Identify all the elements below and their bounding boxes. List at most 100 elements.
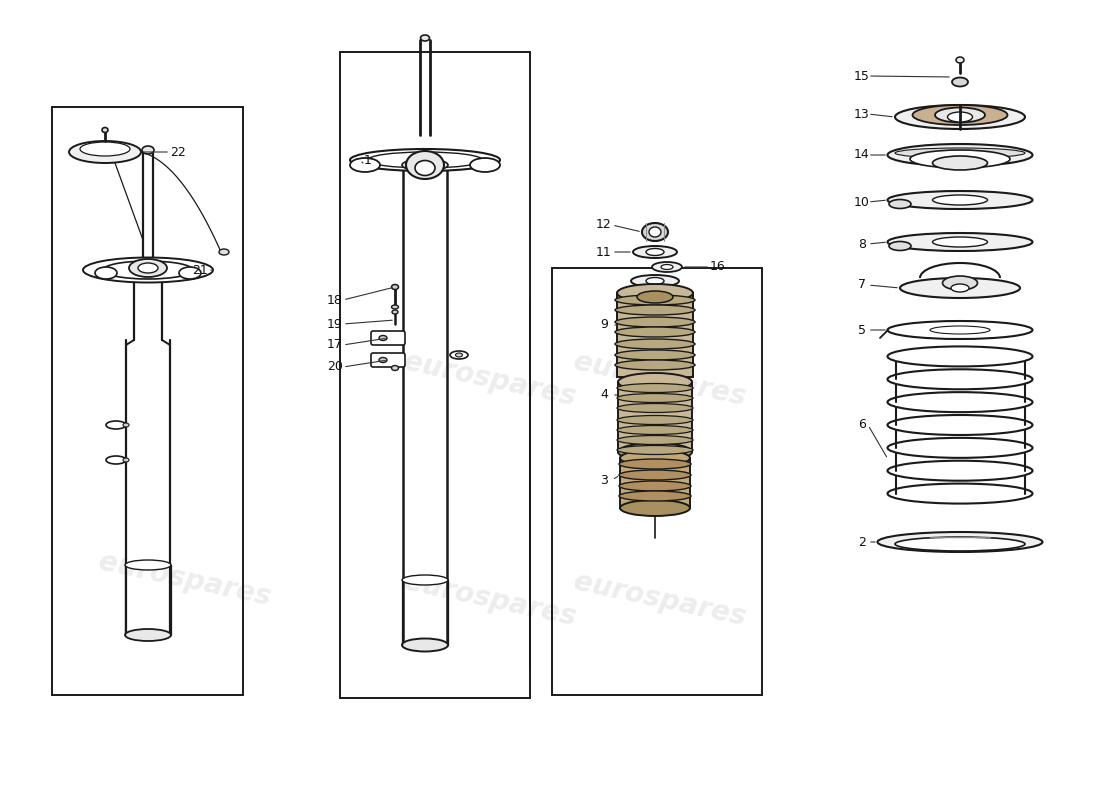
Text: eurospares: eurospares (571, 568, 749, 632)
Ellipse shape (102, 127, 108, 133)
Ellipse shape (888, 438, 1033, 458)
Text: 7: 7 (858, 278, 866, 291)
Ellipse shape (888, 144, 1033, 166)
Ellipse shape (123, 423, 129, 427)
Ellipse shape (646, 249, 664, 255)
Ellipse shape (933, 195, 988, 205)
Ellipse shape (617, 284, 693, 302)
Text: 17: 17 (327, 338, 343, 351)
Text: 10: 10 (854, 195, 870, 209)
Ellipse shape (615, 339, 695, 349)
Ellipse shape (106, 421, 127, 429)
Ellipse shape (420, 35, 429, 41)
Text: 4: 4 (601, 389, 608, 402)
Ellipse shape (615, 317, 695, 327)
Ellipse shape (620, 500, 690, 516)
Ellipse shape (888, 233, 1033, 251)
Ellipse shape (619, 470, 691, 480)
Ellipse shape (406, 151, 444, 179)
Polygon shape (620, 458, 690, 508)
Text: 5: 5 (858, 323, 866, 337)
Ellipse shape (933, 237, 988, 247)
Ellipse shape (392, 305, 398, 309)
Ellipse shape (895, 148, 1025, 158)
Ellipse shape (888, 346, 1033, 366)
Ellipse shape (617, 435, 693, 445)
Ellipse shape (637, 291, 673, 303)
Ellipse shape (415, 161, 434, 175)
Ellipse shape (617, 415, 693, 425)
Text: 19: 19 (327, 318, 343, 330)
FancyBboxPatch shape (371, 331, 405, 345)
Ellipse shape (617, 383, 693, 393)
Ellipse shape (895, 537, 1025, 551)
Ellipse shape (125, 629, 170, 641)
Ellipse shape (895, 105, 1025, 129)
Ellipse shape (103, 261, 192, 279)
Text: 9: 9 (601, 318, 608, 331)
Text: 2: 2 (858, 535, 866, 549)
FancyBboxPatch shape (371, 353, 405, 367)
Ellipse shape (649, 227, 661, 237)
Ellipse shape (888, 321, 1033, 339)
Text: 1: 1 (364, 154, 372, 166)
Ellipse shape (450, 351, 468, 359)
Ellipse shape (618, 373, 692, 391)
Ellipse shape (617, 426, 693, 434)
Text: 11: 11 (596, 246, 612, 258)
Ellipse shape (619, 481, 691, 491)
Ellipse shape (947, 112, 972, 122)
Ellipse shape (888, 415, 1033, 435)
Ellipse shape (935, 107, 984, 122)
Ellipse shape (661, 265, 673, 270)
Ellipse shape (910, 150, 1010, 168)
Ellipse shape (392, 285, 398, 290)
Ellipse shape (952, 284, 969, 292)
Ellipse shape (631, 275, 679, 287)
Ellipse shape (82, 258, 213, 282)
Ellipse shape (615, 350, 695, 360)
Ellipse shape (888, 483, 1033, 503)
Text: 13: 13 (854, 107, 870, 121)
Text: 18: 18 (327, 294, 343, 306)
Ellipse shape (367, 152, 483, 168)
Text: 12: 12 (596, 218, 612, 231)
Ellipse shape (350, 158, 380, 172)
Text: 8: 8 (858, 238, 866, 250)
Ellipse shape (642, 223, 668, 241)
Ellipse shape (106, 456, 127, 464)
Ellipse shape (392, 310, 398, 314)
Ellipse shape (350, 149, 500, 171)
Ellipse shape (615, 295, 695, 305)
Ellipse shape (632, 246, 676, 258)
Ellipse shape (617, 446, 693, 454)
Text: 3: 3 (601, 474, 608, 486)
Text: 20: 20 (327, 361, 343, 374)
Text: 16: 16 (711, 261, 726, 274)
Text: 14: 14 (854, 149, 870, 162)
Ellipse shape (930, 326, 990, 334)
Ellipse shape (889, 199, 911, 209)
Text: 22: 22 (170, 146, 186, 158)
Polygon shape (617, 293, 693, 377)
Ellipse shape (617, 403, 693, 413)
Text: 6: 6 (858, 418, 866, 431)
Ellipse shape (913, 105, 1008, 125)
Ellipse shape (179, 267, 201, 279)
Ellipse shape (379, 358, 387, 362)
Text: 21: 21 (192, 263, 208, 277)
Text: eurospares: eurospares (571, 348, 749, 412)
Polygon shape (618, 382, 692, 452)
Ellipse shape (138, 263, 158, 273)
Ellipse shape (900, 278, 1020, 298)
Ellipse shape (219, 249, 229, 255)
Ellipse shape (615, 360, 695, 370)
Ellipse shape (646, 278, 664, 285)
Ellipse shape (95, 267, 117, 279)
Text: eurospares: eurospares (402, 568, 579, 632)
Ellipse shape (129, 259, 167, 277)
Ellipse shape (888, 392, 1033, 412)
Text: eurospares: eurospares (97, 548, 274, 612)
Ellipse shape (615, 327, 695, 337)
Ellipse shape (933, 156, 988, 170)
